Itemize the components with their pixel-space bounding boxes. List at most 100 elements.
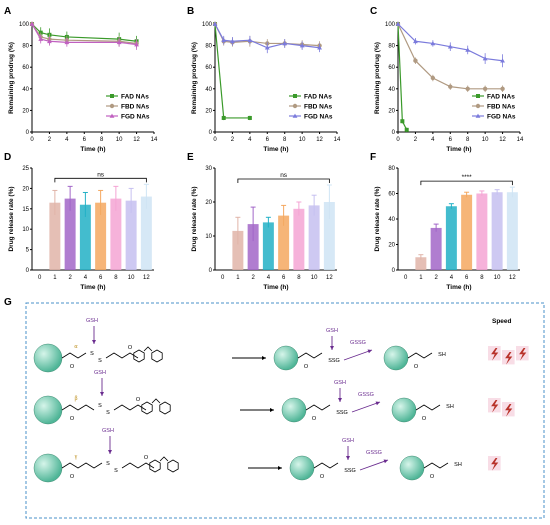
y-tick-label: 30 [205, 166, 212, 172]
gssg-label: GSSG [350, 340, 366, 346]
thiol-label: SH [454, 462, 462, 468]
data-point [413, 38, 418, 44]
x-tick-label: 6 [266, 137, 270, 143]
intermediate-chain [297, 352, 323, 359]
bar [506, 192, 518, 270]
legend-marker [109, 113, 115, 118]
y-tick-label: 0 [26, 130, 30, 136]
legend-marker [476, 94, 480, 98]
lightning-icon [505, 352, 513, 365]
series-2 [212, 21, 322, 54]
y-tick-label: 0 [209, 130, 213, 136]
y-tick-label: 0 [209, 268, 213, 274]
gsh-attack-arrow-head [338, 398, 342, 402]
x-tick-label: 8 [114, 275, 118, 281]
chart-a: 0 2 4 6 8 10 12 14 0 20 40 60 80 100 Time (h) Remaining… [8, 21, 158, 153]
gssg-release-arrow [343, 349, 373, 361]
x-axis-title: Time (h) [80, 146, 105, 153]
carbonyl-oxygen: O [70, 416, 75, 422]
legend-label: FGD NAs [487, 113, 516, 120]
ring [149, 459, 161, 473]
nanoparticle-sphere [33, 453, 63, 483]
x-tick-label: 10 [482, 137, 489, 143]
data-point [465, 47, 471, 52]
gssg-release-arrow-head [367, 349, 372, 354]
x-tick-label: 10 [494, 275, 501, 281]
chart-c: 0 2 4 6 8 10 12 14 0 20 40 60 80 100 Time (h) Remaining… [374, 21, 524, 153]
data-point [317, 45, 322, 50]
fluorenyl-group [133, 346, 163, 363]
y-tick-label: 10 [205, 234, 212, 240]
reaction-arrow-head [262, 356, 266, 360]
product-chain [407, 352, 433, 359]
panel-label-d: D [4, 152, 11, 163]
y-tick-label: 5 [26, 248, 30, 254]
data-point [29, 21, 35, 26]
lightning-icon [491, 348, 499, 361]
ring [133, 349, 145, 363]
x-tick-label: 12 [133, 137, 140, 143]
legend-label: FGD NAs [304, 113, 333, 120]
nanoparticle-sphere [289, 455, 315, 481]
x-tick-label: 2 [68, 275, 72, 281]
gsh-label: GSH [326, 328, 338, 334]
gsh-attack-arrow-head [108, 450, 112, 454]
data-point [465, 86, 470, 92]
carbon-position-label: α [74, 344, 78, 350]
data-point [299, 43, 305, 48]
data-point [230, 38, 235, 44]
bar [308, 205, 320, 270]
x-tick-label: 0 [396, 137, 400, 143]
sulfur-atom: S [114, 468, 118, 474]
panel-label-e: E [187, 152, 194, 163]
lightning-icon [519, 348, 527, 361]
ring [141, 401, 153, 415]
y-tick-label: 80 [22, 44, 29, 50]
data-point [47, 38, 52, 44]
y-tick-label: 25 [22, 166, 29, 172]
gsh-label: GSH [102, 428, 114, 434]
panel-label-b: B [187, 6, 194, 17]
x-tick-label: 12 [326, 275, 333, 281]
ssg-label: SSG [344, 468, 356, 474]
legend-label: FBD NAs [304, 103, 333, 110]
x-tick-label: 6 [83, 137, 87, 143]
panel-label-f: F [370, 152, 376, 163]
bar [140, 196, 152, 270]
x-tick-label: 2 [231, 137, 235, 143]
x-tick-label: 12 [509, 275, 516, 281]
panel-label-a: A [4, 6, 11, 17]
nanoparticle-sphere [391, 397, 417, 423]
ester-chain [121, 462, 155, 469]
carbonyl-oxygen: O [70, 474, 75, 480]
x-tick-label: 0 [404, 275, 408, 281]
data-point [500, 58, 505, 63]
x-tick-label: 4 [431, 137, 435, 143]
gssg-release-arrow [351, 401, 381, 413]
y-tick-label: 40 [205, 87, 212, 93]
chart-b: 0 2 4 6 8 10 12 14 0 20 40 60 80 100 Time (h) Remaining… [191, 21, 341, 153]
y-tick-label: 60 [22, 65, 29, 71]
legend-label: FGD NAs [121, 113, 150, 120]
legend-label: FBD NAs [487, 103, 516, 110]
x-axis-title: Time (h) [446, 146, 471, 153]
gssg-label: GSSG [358, 392, 374, 398]
scheme-border [25, 302, 545, 519]
series-line [31, 23, 137, 46]
significance-bracket [420, 180, 513, 186]
data-point [500, 86, 505, 92]
gsh-label: GSH [86, 318, 98, 324]
y-tick-label: 0 [392, 130, 396, 136]
bar [323, 202, 335, 270]
thiol-label: SH [438, 352, 446, 358]
lightning-icon [491, 400, 499, 413]
ester-oxygen: O [136, 397, 141, 403]
bar [64, 198, 76, 270]
sulfur-atom: S [106, 461, 110, 467]
data-point [282, 41, 288, 46]
x-tick-label: 2 [414, 137, 418, 143]
legend-marker [293, 94, 297, 98]
bar [476, 193, 488, 270]
gsh-attack-arrow-head [92, 340, 96, 344]
